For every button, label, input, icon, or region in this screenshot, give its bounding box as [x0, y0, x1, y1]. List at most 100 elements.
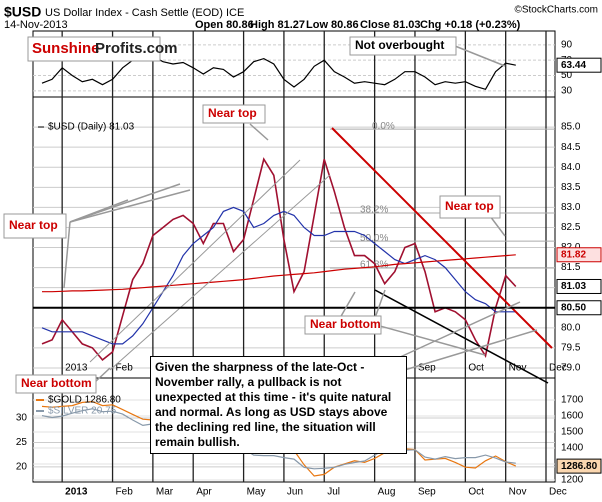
trend-line	[109, 174, 331, 371]
y-tick-label: 84.5	[561, 142, 581, 153]
date: 14-Nov-2013	[4, 19, 68, 31]
trend-line	[379, 325, 486, 356]
fib-label: 61.8%	[360, 260, 388, 271]
y2-tick-label: 1700	[561, 395, 584, 406]
value-label: 80.50	[561, 302, 586, 313]
trend-line	[339, 291, 356, 319]
annotation-box	[439, 195, 501, 219]
x-tick-label: Sep	[418, 487, 436, 498]
y-tick-label: 81.5	[561, 262, 581, 273]
quote: Open 80.86	[195, 19, 254, 31]
value-label: 63.44	[561, 60, 586, 71]
trend-line	[454, 45, 506, 67]
y-tick-label: 80.0	[561, 322, 581, 333]
trend-line	[489, 215, 506, 237]
series-line	[41, 55, 516, 91]
legend: $GOLD 1286.80	[48, 395, 121, 406]
legend: $SILVER 20.75	[48, 406, 117, 417]
annotation: Not overbought	[355, 38, 444, 52]
annotation-box	[349, 36, 457, 56]
trend-line	[69, 189, 191, 223]
y-tick-label: 82.5	[561, 222, 581, 233]
x-tick-label: Jul	[327, 487, 340, 498]
series-line	[41, 157, 517, 362]
x-tick-label: Dec	[549, 363, 567, 374]
trend-line	[397, 329, 538, 373]
y2-tick-label: 1200	[561, 475, 584, 486]
x-tick-label: Oct	[468, 363, 484, 374]
y2-tick-label: 1400	[561, 443, 584, 454]
x-tick-label: Apr	[196, 487, 212, 498]
quote: Close 81.03	[360, 19, 421, 31]
x-tick-label: May	[247, 487, 266, 498]
x-tick-label: Aug	[378, 487, 396, 498]
legend: $USD (Daily) 81.03	[48, 122, 135, 133]
panel-frame	[32, 96, 556, 379]
y2-tick-label: 1600	[561, 411, 584, 422]
x-tick-label: Oct	[468, 487, 484, 498]
quote: Low 80.86	[306, 19, 359, 31]
trend-line	[397, 301, 521, 359]
fib-label: 0.0%	[372, 121, 395, 132]
y-tick-label: 84.0	[561, 162, 581, 173]
symbol: $USD	[4, 4, 41, 20]
trend-line	[94, 367, 111, 383]
source: ©StockCharts.com	[514, 5, 598, 16]
annotation-box	[15, 374, 97, 394]
annotation: Near bottom	[21, 376, 92, 390]
y-tick-label: 90	[561, 39, 573, 50]
x-tick-label: Dec	[549, 487, 567, 498]
annotation-box	[202, 104, 266, 124]
logo: Sunshine	[32, 40, 100, 57]
x-tick-label: Feb	[116, 363, 134, 374]
fib-label: 38.2%	[360, 205, 388, 216]
y-tick-label: 30	[16, 413, 28, 424]
trend-line	[89, 159, 301, 363]
y-tick-label: 20	[16, 462, 28, 473]
annotation-box	[304, 315, 382, 335]
trend-line	[374, 289, 386, 319]
annotation: Near top	[445, 199, 494, 213]
value-box	[556, 300, 602, 316]
y2-tick-label: 1500	[561, 427, 584, 438]
x-tick-label: 2013	[65, 363, 88, 374]
y-tick-label: 79.0	[561, 363, 581, 374]
logo-box	[27, 36, 161, 62]
fib-label: 50.0%	[360, 233, 388, 244]
chart-title: US Dollar Index - Cash Settle (EOD) ICE	[45, 7, 244, 19]
x-tick-label: Mar	[156, 487, 174, 498]
annotation: Near bottom	[310, 317, 381, 331]
y-tick-label: 83.0	[561, 202, 581, 213]
value-box	[556, 278, 602, 294]
quote: High 81.27	[250, 19, 305, 31]
trend-line	[374, 289, 549, 384]
x-tick-label: Jun	[287, 487, 303, 498]
x-tick-label: Feb	[116, 487, 134, 498]
value-label: 81.03	[561, 281, 586, 292]
trend-line	[69, 183, 181, 223]
value-box	[556, 458, 602, 474]
x-tick-label: 2013	[65, 487, 88, 498]
annotation: Near top	[208, 106, 257, 120]
series-line	[42, 254, 516, 293]
trend-line	[331, 127, 553, 349]
y-tick-label: 25	[16, 437, 28, 448]
value-box	[556, 247, 602, 263]
y-tick-label: 30	[561, 86, 573, 97]
quote: Chg +0.18 (+0.23%)	[420, 19, 521, 31]
trend-line	[63, 221, 71, 289]
y-tick-label: 50	[561, 70, 573, 81]
trend-line	[249, 123, 269, 141]
value-box	[556, 57, 602, 73]
commentary: Given the sharpness of the late-Oct - No…	[150, 356, 407, 454]
x-tick-label: Sep	[418, 363, 436, 374]
y-tick-label: 83.5	[561, 182, 581, 193]
value-label: 81.82	[561, 249, 586, 260]
logo: Profits.com	[95, 40, 178, 57]
annotation: Near top	[9, 218, 58, 232]
x-tick-label: Nov	[509, 363, 527, 374]
x-tick-label: Nov	[509, 487, 527, 498]
y-tick-label: 79.5	[561, 343, 581, 354]
